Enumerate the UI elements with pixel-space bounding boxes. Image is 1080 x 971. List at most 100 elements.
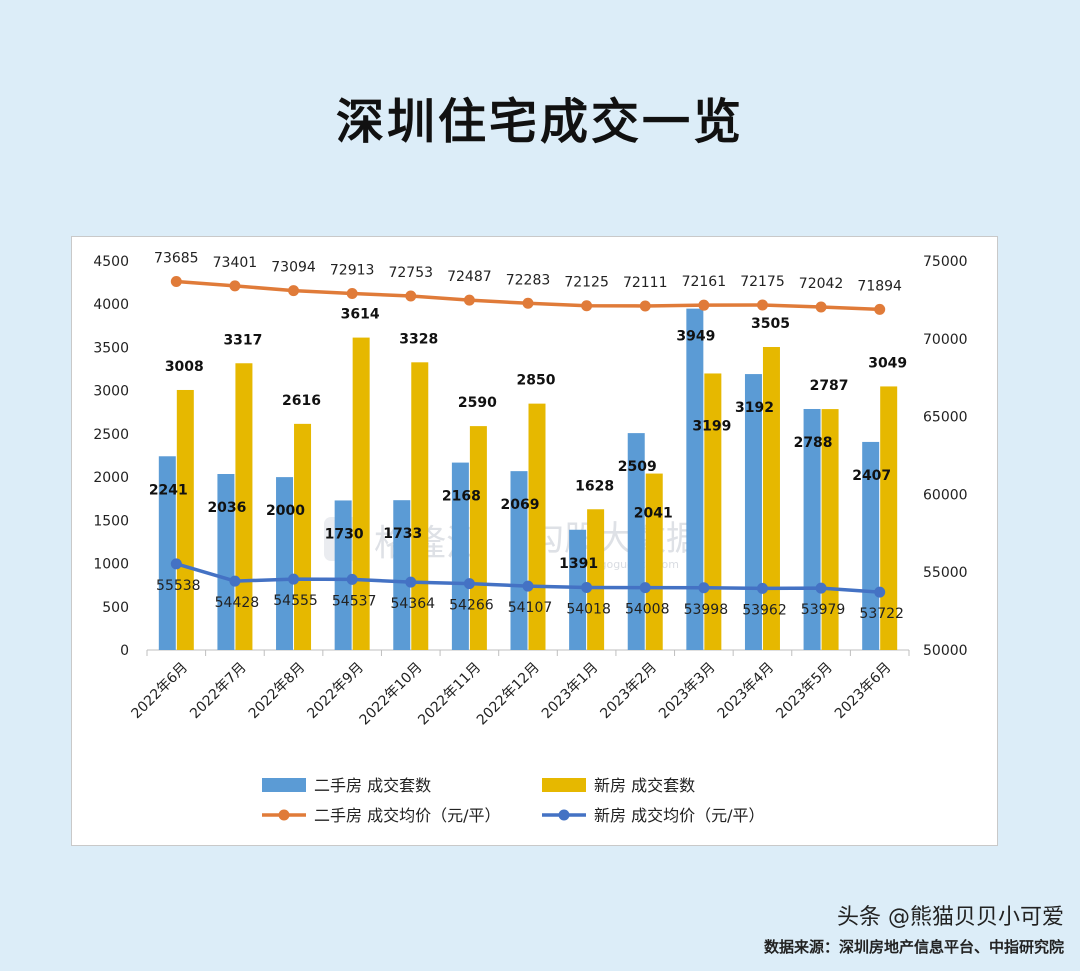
data-label-new-home-price: 54364 bbox=[390, 596, 435, 612]
data-label-second-hand: 2509 bbox=[618, 459, 657, 475]
data-label-second-hand: 2168 bbox=[442, 489, 481, 505]
point-second-hand-price bbox=[346, 287, 358, 299]
point-second-hand-price bbox=[581, 300, 593, 312]
bar-new-home bbox=[704, 373, 722, 650]
data-label-new-home: 3049 bbox=[868, 355, 907, 371]
x-tick-label: 2023年4月 bbox=[715, 660, 778, 723]
legend-label: 新房 成交均价（元/平） bbox=[594, 806, 764, 825]
data-label-second-hand-price: 72161 bbox=[682, 274, 727, 290]
point-new-home-price bbox=[581, 581, 593, 593]
point-second-hand-price bbox=[229, 280, 241, 292]
data-label-new-home-price: 54537 bbox=[332, 593, 377, 609]
y-right-tick-label: 60000 bbox=[923, 487, 968, 503]
data-label-second-hand-price: 72487 bbox=[447, 269, 492, 285]
point-second-hand-price bbox=[815, 301, 827, 313]
bar-second-hand bbox=[686, 308, 704, 650]
data-label-second-hand-price: 72283 bbox=[506, 272, 551, 288]
data-label-new-home: 1628 bbox=[575, 478, 614, 494]
data-label-new-home: 2616 bbox=[282, 393, 321, 409]
data-label-new-home-price: 54266 bbox=[449, 598, 494, 614]
point-new-home-price bbox=[756, 582, 768, 594]
data-label-new-home: 2041 bbox=[634, 506, 673, 522]
y-left-tick-label: 1000 bbox=[93, 557, 129, 573]
y-left-tick-label: 2000 bbox=[93, 470, 129, 486]
bar-new-home bbox=[645, 473, 663, 650]
data-label-second-hand-price: 71894 bbox=[857, 278, 902, 294]
data-label-new-home-price: 54428 bbox=[215, 595, 260, 611]
bar-new-home bbox=[176, 389, 194, 650]
x-tick-label: 2022年6月 bbox=[129, 660, 192, 723]
point-new-home-price bbox=[639, 582, 651, 594]
chart: 格隆汇勾股大数据www.gogudata.com 050010001500200… bbox=[93, 250, 968, 825]
point-new-home-price bbox=[405, 576, 417, 588]
point-new-home-price bbox=[288, 573, 300, 585]
chart-lines bbox=[170, 275, 886, 598]
point-second-hand-price bbox=[698, 299, 710, 311]
data-label-second-hand-price: 73401 bbox=[213, 255, 258, 271]
data-label-second-hand: 1730 bbox=[325, 526, 364, 542]
x-tick-label: 2022年7月 bbox=[187, 660, 250, 723]
brand-credit: 头条 @熊猫贝贝小可爱 bbox=[837, 905, 1064, 930]
point-new-home-price bbox=[815, 582, 827, 594]
point-new-home-price bbox=[874, 586, 886, 598]
legend-label: 新房 成交套数 bbox=[594, 776, 695, 795]
data-label-second-hand: 2036 bbox=[207, 500, 246, 516]
bar-second-hand bbox=[393, 500, 411, 650]
point-new-home-price bbox=[229, 575, 241, 587]
bar-second-hand bbox=[451, 462, 469, 650]
data-label-second-hand-price: 72111 bbox=[623, 275, 668, 291]
legend-marker bbox=[558, 809, 570, 821]
bar-new-home bbox=[411, 362, 429, 650]
bar-new-home bbox=[880, 386, 898, 650]
data-label-second-hand: 2407 bbox=[852, 468, 891, 484]
page-title: 深圳住宅成交一览 bbox=[335, 94, 744, 150]
data-label-new-home: 2590 bbox=[458, 395, 497, 411]
data-label-new-home-price: 54008 bbox=[625, 602, 670, 618]
data-label-new-home: 3614 bbox=[341, 307, 380, 323]
bar-second-hand bbox=[744, 374, 762, 650]
x-tick-label: 2023年5月 bbox=[773, 660, 836, 723]
bar-second-hand bbox=[334, 500, 352, 650]
point-second-hand-price bbox=[522, 297, 534, 309]
legend-marker bbox=[278, 809, 290, 821]
y-right-tick-label: 70000 bbox=[923, 332, 968, 348]
data-label-new-home-price: 53962 bbox=[742, 602, 787, 618]
point-second-hand-price bbox=[170, 275, 182, 287]
bar-new-home bbox=[762, 347, 780, 650]
bar-second-hand bbox=[569, 529, 587, 650]
legend-swatch bbox=[542, 778, 586, 792]
point-second-hand-price bbox=[874, 303, 886, 315]
chart-bars bbox=[158, 308, 898, 650]
legend-swatch bbox=[262, 778, 306, 792]
data-label-new-home: 3328 bbox=[399, 331, 438, 347]
data-label-new-home: 3317 bbox=[223, 332, 262, 348]
x-tick-label: 2022年9月 bbox=[304, 660, 367, 723]
point-new-home-price bbox=[522, 580, 534, 592]
y-right-tick-label: 55000 bbox=[923, 565, 968, 581]
data-label-second-hand: 1733 bbox=[383, 526, 422, 542]
data-label-second-hand-price: 73685 bbox=[154, 250, 199, 266]
data-label-second-hand: 3949 bbox=[676, 329, 715, 345]
point-second-hand-price bbox=[463, 294, 475, 306]
data-label-new-home: 3199 bbox=[692, 418, 731, 434]
bar-new-home bbox=[294, 423, 312, 650]
data-label-new-home-price: 53998 bbox=[684, 602, 729, 618]
chart-panel: 格隆汇勾股大数据www.gogudata.com 050010001500200… bbox=[71, 236, 998, 846]
bar-second-hand bbox=[862, 441, 880, 650]
watermark-text-2: 勾股大数据 bbox=[530, 519, 700, 559]
x-tick-label: 2022年12月 bbox=[474, 660, 543, 729]
data-label-new-home-price: 55538 bbox=[156, 578, 201, 594]
y-left-tick-label: 1500 bbox=[93, 513, 129, 529]
x-tick-label: 2023年1月 bbox=[539, 660, 602, 723]
y-left-tick-label: 0 bbox=[120, 643, 129, 659]
point-new-home-price bbox=[463, 578, 475, 590]
data-label-second-hand-price: 72125 bbox=[564, 275, 609, 291]
chart-data-labels: 2241 3008 2036 3317 2000 2616 1730 3614 1733 3328… bbox=[149, 250, 907, 622]
y-left-tick-label: 4500 bbox=[93, 254, 129, 270]
y-left-tick-label: 2500 bbox=[93, 427, 129, 443]
bar-second-hand bbox=[627, 433, 645, 650]
point-new-home-price bbox=[698, 582, 710, 594]
point-new-home-price bbox=[170, 558, 182, 570]
y-left-tick-label: 3000 bbox=[93, 384, 129, 400]
